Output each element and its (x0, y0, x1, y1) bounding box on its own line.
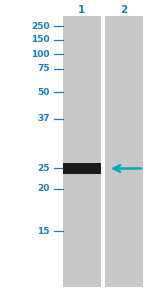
Text: 37: 37 (37, 114, 50, 123)
Bar (105, 16, 142, 287)
Text: 250: 250 (31, 22, 50, 31)
Text: 2: 2 (120, 5, 127, 15)
Text: 150: 150 (31, 35, 50, 44)
Text: 15: 15 (37, 227, 50, 236)
Text: 20: 20 (37, 185, 50, 193)
Text: 25: 25 (37, 164, 50, 173)
Text: 100: 100 (31, 50, 50, 59)
Text: 75: 75 (37, 64, 50, 73)
Text: 50: 50 (37, 88, 50, 97)
Bar (63, 163, 100, 174)
Bar (63, 16, 100, 287)
Text: 1: 1 (78, 5, 85, 15)
